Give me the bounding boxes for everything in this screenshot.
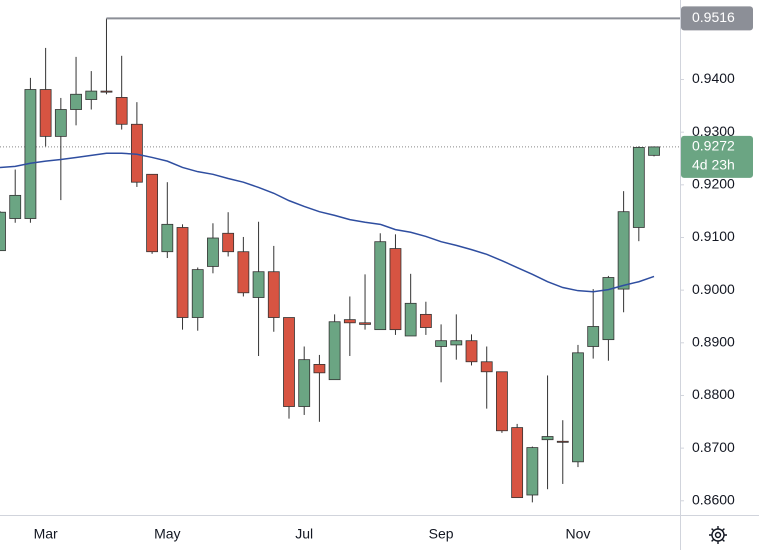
candle-body (146, 173, 159, 253)
candle-body (587, 326, 600, 347)
candle-body (237, 251, 250, 294)
candle-body (298, 359, 311, 407)
candle-body (39, 89, 52, 137)
candle-body (70, 93, 82, 110)
candle-body (374, 241, 387, 331)
candle-body (130, 123, 143, 183)
candle-body (283, 317, 295, 407)
candle-body (54, 109, 67, 137)
candle-body (435, 340, 447, 347)
last-price-label: 0.9272 (692, 138, 735, 154)
candle-body (632, 147, 645, 228)
candle-body (404, 302, 417, 337)
candle-body (572, 352, 584, 463)
y-tick-label: 0.9400 (692, 70, 735, 86)
candle-body (313, 363, 326, 374)
high-marker-box (681, 6, 753, 31)
candle-body (526, 447, 539, 496)
candle-body (511, 427, 524, 499)
x-tick-label: Sep (429, 526, 454, 542)
y-tick-label: 0.9300 (692, 123, 735, 139)
candle-body (115, 97, 128, 125)
y-tick-label: 0.8800 (692, 386, 735, 402)
x-tick-label: Jul (295, 526, 313, 542)
settings-icon[interactable] (709, 526, 727, 544)
candle-body (480, 361, 493, 373)
candle-body (176, 227, 189, 318)
candle-body (648, 146, 660, 156)
candle-body (389, 248, 402, 331)
candle-body (207, 237, 219, 267)
candle-body (496, 371, 508, 432)
candle-body (252, 271, 265, 298)
candle-body (419, 313, 432, 328)
candle-body (541, 436, 554, 441)
y-tick-label: 0.9100 (692, 228, 735, 244)
candle-body (450, 340, 463, 346)
candle-body (161, 223, 174, 253)
y-tick-label: 0.9200 (692, 176, 735, 192)
countdown-label: 4d 23h (692, 157, 735, 173)
y-tick-label: 0.8700 (692, 439, 735, 455)
y-tick-label: 0.8900 (692, 334, 735, 350)
high-marker-label: 0.9516 (692, 9, 735, 25)
candle-body (191, 269, 204, 318)
last-price-box (681, 135, 753, 178)
candle-body (556, 440, 569, 443)
x-tick-label: Nov (566, 526, 591, 542)
candle-body (465, 340, 478, 363)
candle-body (602, 277, 615, 341)
candle-body (617, 211, 630, 290)
plot-area (0, 18, 680, 503)
candle-body (343, 319, 356, 324)
candle-body (0, 211, 6, 252)
candle-body (359, 322, 371, 325)
candle-body (267, 271, 280, 318)
candle-body (100, 90, 113, 93)
candle-body (9, 194, 22, 219)
x-tick-label: May (154, 526, 180, 542)
moving-average-line (0, 152, 655, 293)
y-tick-label: 0.8600 (692, 491, 735, 507)
candle-body (328, 321, 341, 381)
candle-body (85, 90, 98, 100)
candle-body (24, 89, 37, 219)
candle-body (222, 232, 235, 253)
x-tick-label: Mar (34, 526, 58, 542)
y-tick-label: 0.9000 (692, 281, 735, 297)
